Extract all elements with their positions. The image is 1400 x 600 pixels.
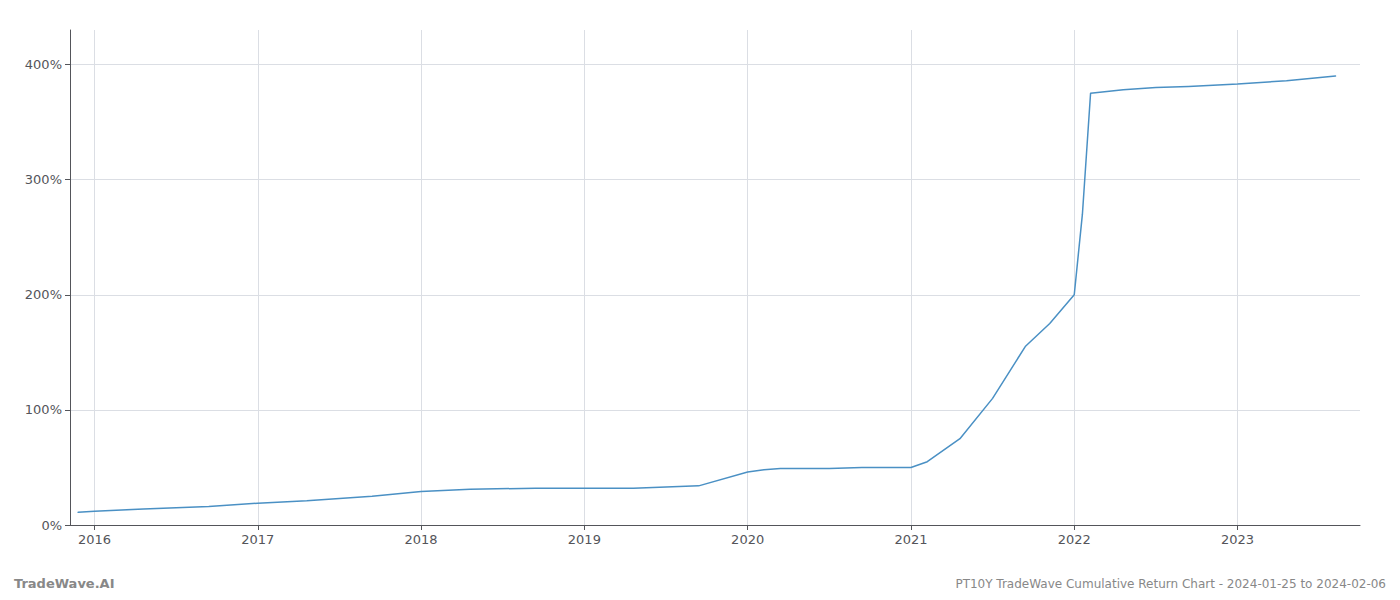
svg-text:2021: 2021 xyxy=(894,532,927,547)
svg-text:200%: 200% xyxy=(25,287,62,302)
svg-text:2016: 2016 xyxy=(78,532,111,547)
svg-text:100%: 100% xyxy=(25,402,62,417)
svg-text:2022: 2022 xyxy=(1058,532,1091,547)
svg-text:300%: 300% xyxy=(25,172,62,187)
svg-text:PT10Y TradeWave Cumulative Ret: PT10Y TradeWave Cumulative Return Chart … xyxy=(955,577,1386,591)
svg-text:2018: 2018 xyxy=(405,532,438,547)
svg-text:2019: 2019 xyxy=(568,532,601,547)
svg-text:400%: 400% xyxy=(25,57,62,72)
svg-text:0%: 0% xyxy=(41,518,62,533)
svg-text:2023: 2023 xyxy=(1221,532,1254,547)
svg-text:2017: 2017 xyxy=(241,532,274,547)
svg-text:TradeWave.AI: TradeWave.AI xyxy=(14,576,115,591)
svg-text:2020: 2020 xyxy=(731,532,764,547)
